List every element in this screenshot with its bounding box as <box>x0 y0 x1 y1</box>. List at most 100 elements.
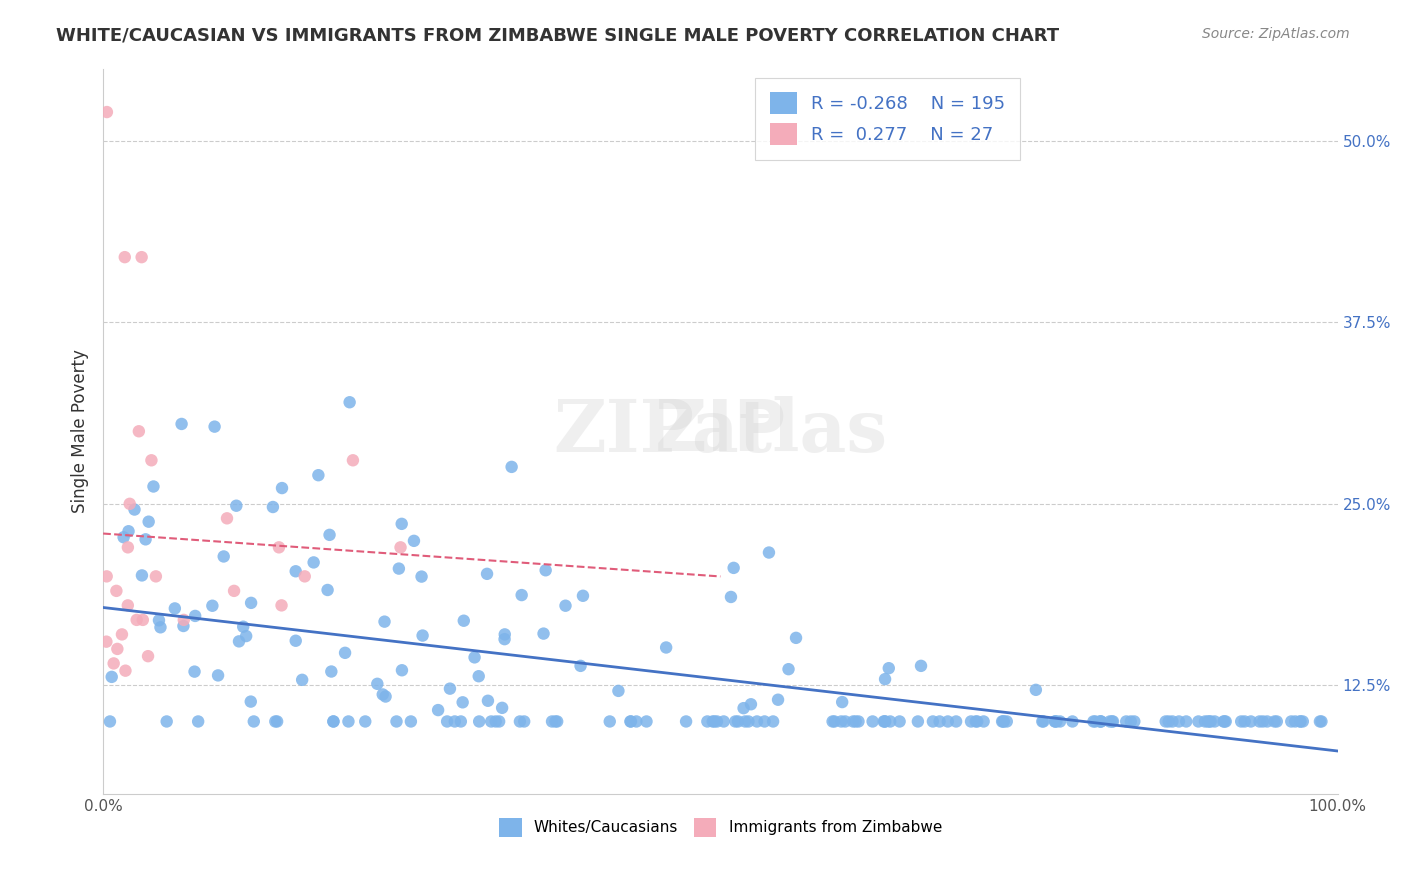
Point <box>491 701 513 715</box>
Point <box>128 424 150 438</box>
Point <box>270 599 292 613</box>
Point <box>1084 714 1107 729</box>
Point <box>411 569 433 583</box>
Point <box>100 670 122 684</box>
Point <box>412 629 434 643</box>
Point <box>371 688 394 702</box>
Point <box>149 620 172 634</box>
Point <box>212 549 235 564</box>
Point <box>183 665 205 679</box>
Point <box>374 690 396 704</box>
Point <box>991 714 1014 729</box>
Point <box>207 668 229 682</box>
Point <box>533 626 555 640</box>
Point <box>1032 714 1054 729</box>
Point <box>758 545 780 559</box>
Point <box>1310 714 1333 729</box>
Point <box>117 524 139 539</box>
Point <box>862 714 884 729</box>
Point <box>1230 714 1253 729</box>
Point <box>766 692 789 706</box>
Point <box>1045 714 1067 729</box>
Point <box>389 541 412 555</box>
Point <box>626 714 648 729</box>
Point <box>991 714 1014 729</box>
Point <box>1256 714 1278 729</box>
Point <box>235 629 257 643</box>
Point <box>1251 714 1274 729</box>
Point <box>366 677 388 691</box>
Point <box>1119 714 1142 729</box>
Point <box>1215 714 1237 729</box>
Point <box>1292 714 1315 729</box>
Point <box>111 627 134 641</box>
Point <box>936 714 959 729</box>
Point <box>1123 714 1146 729</box>
Point <box>572 589 595 603</box>
Point <box>1062 714 1084 729</box>
Point <box>467 669 489 683</box>
Point <box>333 646 356 660</box>
Point <box>1045 714 1067 729</box>
Point <box>451 695 474 709</box>
Point <box>138 515 160 529</box>
Point <box>889 714 911 729</box>
Point <box>117 599 139 613</box>
Point <box>436 714 458 729</box>
Point <box>875 714 897 729</box>
Point <box>117 541 139 555</box>
Point <box>243 714 266 729</box>
Point <box>124 502 146 516</box>
Legend: Whites/Caucasians, Immigrants from Zimbabwe: Whites/Caucasians, Immigrants from Zimba… <box>491 811 949 845</box>
Point <box>262 500 284 514</box>
Point <box>995 714 1018 729</box>
Point <box>105 641 128 656</box>
Point <box>294 569 316 583</box>
Point <box>96 634 118 648</box>
Point <box>534 563 557 577</box>
Point <box>724 714 747 729</box>
Text: ZIPatlas: ZIPatlas <box>554 396 887 467</box>
Point <box>1289 714 1312 729</box>
Point <box>391 663 413 677</box>
Point <box>322 714 344 729</box>
Point <box>141 453 163 467</box>
Point <box>509 714 531 729</box>
Point <box>339 395 361 409</box>
Point <box>824 714 846 729</box>
Point <box>599 714 621 729</box>
Point <box>225 499 247 513</box>
Point <box>187 714 209 729</box>
Point <box>696 714 718 729</box>
Point <box>510 588 533 602</box>
Point <box>778 662 800 676</box>
Point <box>1083 714 1105 729</box>
Point <box>1098 714 1121 729</box>
Point <box>1088 714 1111 729</box>
Point <box>546 714 568 729</box>
Point <box>1289 714 1312 729</box>
Point <box>1175 714 1198 729</box>
Point <box>266 714 288 729</box>
Point <box>1198 714 1220 729</box>
Point <box>745 714 768 729</box>
Point <box>655 640 678 655</box>
Point <box>291 673 314 687</box>
Point <box>112 530 135 544</box>
Point <box>399 714 422 729</box>
Text: Source: ZipAtlas.com: Source: ZipAtlas.com <box>1202 27 1350 41</box>
Point <box>307 468 329 483</box>
Point <box>354 714 377 729</box>
Point <box>267 541 290 555</box>
Point <box>734 714 756 729</box>
Point <box>713 714 735 729</box>
Point <box>1240 714 1263 729</box>
Point <box>391 516 413 531</box>
Point <box>388 561 411 575</box>
Point <box>125 613 148 627</box>
Point <box>501 459 523 474</box>
Point <box>163 601 186 615</box>
Point <box>1249 714 1271 729</box>
Point <box>723 561 745 575</box>
Point <box>485 714 508 729</box>
